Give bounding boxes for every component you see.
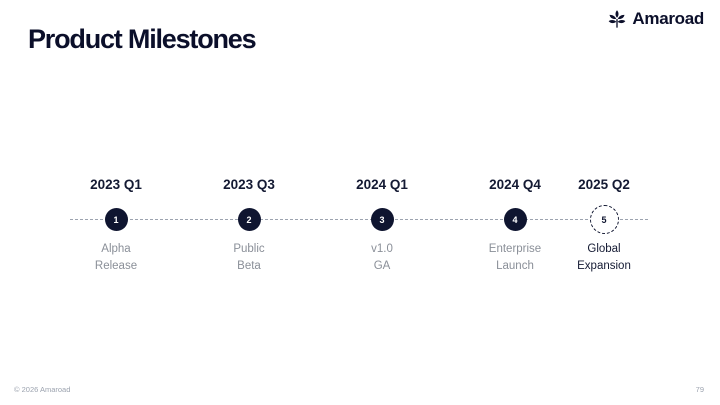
brand-name: Amaroad [632, 9, 704, 28]
milestone-node: 3 [370, 208, 394, 231]
milestone-label-line: Beta [237, 260, 261, 272]
milestone-label-line: Release [94, 260, 138, 272]
milestone-label: Global Expansion [544, 241, 664, 275]
milestone-node-future: 5 [589, 205, 619, 234]
milestone-label-line: Global [587, 243, 621, 255]
milestone-date: 2023 Q1 [90, 177, 142, 192]
milestone-label: Public Beta [189, 241, 309, 275]
milestone-date: 2025 Q2 [578, 177, 630, 192]
milestone-label: v1.0 GA [322, 241, 442, 275]
milestone-date: 2023 Q3 [223, 177, 275, 192]
milestone-label-line: Enterprise [488, 243, 542, 255]
milestone-label-line: Public [233, 243, 265, 255]
leaf-logo-icon [609, 10, 626, 28]
milestone-label-line: Expansion [577, 260, 631, 272]
slide-title: Product Milestones [28, 24, 257, 54]
milestone-label: Enterprise Launch [455, 241, 575, 275]
milestone-date: 2024 Q1 [356, 177, 408, 192]
milestone-node: 1 [104, 208, 128, 231]
milestone-label: Alpha Release [56, 241, 176, 275]
milestone-node: 2 [237, 208, 261, 231]
timeline-dashed-line [70, 219, 648, 220]
milestone-label-line: Alpha [101, 243, 131, 255]
milestone-date: 2024 Q4 [489, 177, 541, 192]
milestone-node: 4 [503, 208, 527, 231]
footer-copyright: © 2026 Amaroad [14, 385, 71, 394]
milestone-label-line: Launch [496, 260, 534, 272]
page-number: 79 [695, 385, 704, 394]
brand-logo: Amaroad [607, 9, 704, 29]
milestone-label-line: GA [373, 260, 391, 272]
milestone-label-line: v1.0 [371, 243, 393, 255]
